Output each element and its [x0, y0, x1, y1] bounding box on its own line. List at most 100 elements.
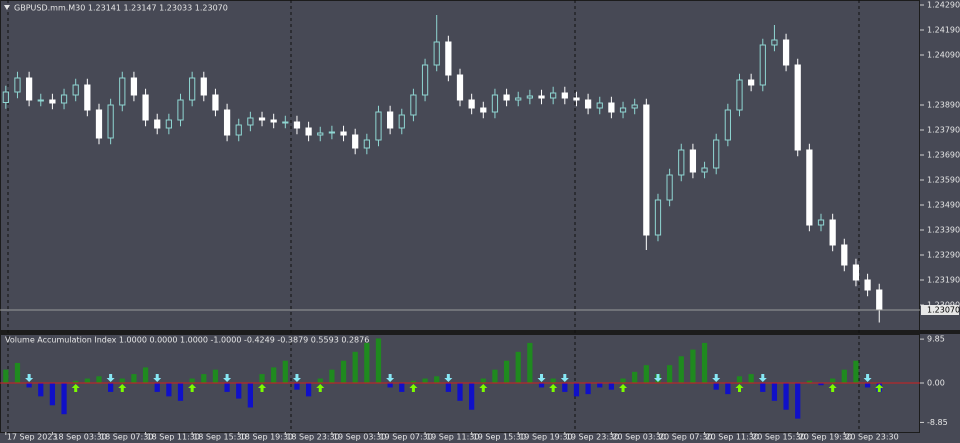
histogram-bar	[119, 378, 125, 383]
sell-arrow	[653, 374, 662, 382]
histogram-bar	[853, 360, 859, 383]
candle-body	[829, 219, 836, 246]
candle-body	[782, 39, 790, 66]
sell-arrow	[444, 374, 453, 382]
x-tick-label: 19 Sep 11:30	[426, 433, 479, 442]
candle-body	[223, 109, 231, 136]
candle-body	[60, 94, 68, 104]
candle-body	[584, 99, 592, 109]
histogram-bar	[154, 383, 160, 392]
candle-body	[72, 84, 79, 96]
y-tick-label: 1.23290	[927, 251, 960, 260]
histogram-bar	[329, 369, 335, 383]
candle-body	[550, 92, 557, 99]
candle-body	[84, 84, 91, 111]
candle-body	[748, 79, 755, 86]
histogram-bar	[340, 360, 347, 383]
histogram-bar	[864, 383, 871, 388]
histogram-bar	[108, 383, 114, 392]
candle-body	[701, 167, 708, 173]
candle-body	[293, 121, 301, 129]
x-tick-label: 19 Sep 03:30	[333, 433, 386, 442]
histogram-bar	[492, 369, 498, 383]
x-tick-label: 18 Sep 07:30	[100, 433, 153, 442]
buy-arrow	[71, 384, 80, 392]
candle-body	[200, 77, 207, 96]
candle-body	[328, 131, 336, 134]
histogram-bar	[224, 383, 230, 392]
sell-arrow	[863, 374, 872, 382]
x-tick-label: 20 Sep 19:30	[799, 433, 852, 442]
histogram-bar	[503, 360, 510, 383]
histogram-bar	[96, 376, 102, 383]
histogram-bar	[597, 383, 603, 388]
histogram-bar	[667, 365, 673, 383]
indicator-title: Volume Accumulation Index 1.0000 0.0000 …	[5, 336, 369, 345]
buy-arrow	[409, 384, 418, 392]
sell-arrow	[106, 374, 115, 382]
histogram-bar	[14, 362, 21, 383]
candle-body	[573, 97, 580, 101]
histogram-bar	[678, 356, 684, 383]
candle-body	[852, 264, 860, 281]
buy-arrow	[118, 384, 127, 392]
y-tick-label: 1.24090	[927, 51, 960, 60]
candle-body	[25, 77, 33, 101]
sell-arrow	[223, 374, 232, 382]
histogram-bar	[142, 367, 149, 383]
histogram-bar	[771, 383, 778, 401]
histogram-bar	[725, 383, 731, 395]
histogram-bar	[573, 383, 580, 397]
histogram-bar	[212, 369, 219, 383]
histogram-bar	[166, 383, 172, 397]
candle-body	[340, 131, 347, 136]
x-tick-label: 18 Sep 11:30	[147, 433, 200, 442]
histogram-bar	[701, 342, 708, 383]
histogram-bar	[410, 380, 417, 383]
histogram-bar	[3, 369, 9, 383]
candle-body	[317, 132, 324, 136]
candle-body	[864, 279, 871, 291]
sell-arrow	[560, 374, 569, 382]
x-tick-label: 20 Sep 23:30	[845, 433, 898, 442]
chart-title: GBPUSD.mm.M30 1.23141 1.23147 1.23033 1.…	[14, 4, 228, 13]
histogram-bar	[26, 383, 32, 388]
y-tick-label: 1.23890	[927, 101, 960, 110]
candle-body	[410, 94, 417, 116]
sell-arrow	[292, 374, 301, 382]
candle-body	[468, 99, 475, 109]
candle-body	[794, 64, 801, 151]
histogram-bar	[632, 371, 638, 383]
histogram-bar	[61, 383, 67, 415]
y-tick-label: -8.85	[927, 418, 948, 427]
histogram-bar	[620, 378, 626, 383]
x-tick-label: 19 Sep 19:30	[519, 433, 572, 442]
collapse-icon[interactable]	[4, 5, 10, 10]
candle-body	[713, 139, 720, 169]
histogram-bar	[690, 349, 696, 383]
candle-body	[876, 289, 883, 311]
candle-body	[270, 119, 277, 123]
buy-arrow	[479, 384, 488, 392]
candle-body	[596, 102, 603, 109]
y-tick-label: 0.00	[927, 379, 945, 388]
x-tick-label: 18 Sep 19:30	[240, 433, 293, 442]
candle-body	[480, 107, 487, 113]
sell-arrow	[386, 374, 395, 382]
candle-body	[736, 79, 743, 111]
y-tick-label: 1.24290	[927, 1, 960, 10]
histogram-bar	[585, 383, 591, 395]
candle-body	[2, 91, 9, 103]
y-tick-label: 1.23590	[927, 176, 960, 185]
histogram-bar	[795, 383, 801, 419]
candle-body	[503, 94, 510, 101]
x-tick-label: 19 Sep 07:30	[379, 433, 432, 442]
x-tick-label: 18 Sep 23:30	[286, 433, 339, 442]
histogram-bar	[608, 383, 615, 390]
histogram-bar	[236, 383, 242, 399]
candle-body	[526, 95, 533, 99]
candle-body	[666, 174, 673, 201]
histogram-bar	[713, 383, 719, 390]
